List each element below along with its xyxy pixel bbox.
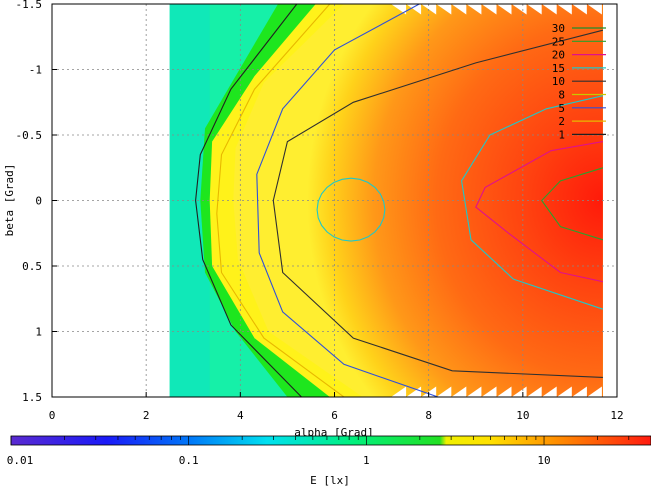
x-axis-ticks: 0 2 4 6 8 10 12 xyxy=(49,392,624,422)
contour-line-5 xyxy=(256,4,439,397)
legend-label: 2 xyxy=(558,115,565,128)
contour-lines xyxy=(195,4,604,397)
colorbar xyxy=(10,435,651,446)
x-tick-label: 0 xyxy=(49,409,56,422)
contour-line-20 xyxy=(475,141,604,283)
x-tick-label: 6 xyxy=(331,409,338,422)
field-edge-notch xyxy=(496,386,512,397)
x-tick-label: 2 xyxy=(143,409,150,422)
contour-line-15 xyxy=(461,95,604,310)
field-edge-notch xyxy=(511,4,527,15)
colorbar-tick-label: 0.01 xyxy=(7,454,34,467)
legend-label: 1 xyxy=(558,128,565,141)
field-edge-notch xyxy=(391,4,407,15)
field-edge-notch xyxy=(421,386,437,397)
field-edge-notch xyxy=(541,4,557,15)
contour-line-25 xyxy=(540,167,604,241)
legend-label: 15 xyxy=(552,62,565,75)
field-edge-notch xyxy=(556,4,572,15)
grid-lines xyxy=(52,4,617,397)
field-edge-notch xyxy=(586,4,602,15)
y-tick-label: -0.5 xyxy=(16,129,43,142)
y-tick-label: 1 xyxy=(35,326,42,339)
y-tick-label: -1 xyxy=(29,64,42,77)
field-edge-notch xyxy=(586,386,602,397)
field-edge-notch xyxy=(526,386,542,397)
colorbar-tick-label: 0.1 xyxy=(179,454,199,467)
field-edge-notch xyxy=(406,386,422,397)
colorbar-ticks: 0.01 0.1 1 10 xyxy=(7,436,651,467)
legend-label: 30 xyxy=(552,22,565,35)
legend-label: 5 xyxy=(558,102,565,115)
colorbar-tick-label: 1 xyxy=(363,454,370,467)
field-edge-notch xyxy=(526,4,542,15)
field-edge-notch xyxy=(481,4,497,15)
y-axis-ticks: -1.5 -1 -0.5 0 0.5 1 1.5 xyxy=(16,0,57,404)
field-edge-notch xyxy=(436,386,452,397)
x-tick-label: 12 xyxy=(610,409,623,422)
field-edge-notch xyxy=(571,386,587,397)
y-tick-label: 0.5 xyxy=(22,260,42,273)
colorbar-label: E [lx] xyxy=(310,474,350,486)
contour-line-10 xyxy=(272,29,604,378)
legend-label: 20 xyxy=(552,49,565,62)
field-edge-notch xyxy=(541,386,557,397)
legend-label: 25 xyxy=(552,35,565,48)
field-edge-notch xyxy=(466,4,482,15)
field-edge-notch xyxy=(451,386,467,397)
field-edge-notch xyxy=(451,4,467,15)
x-tick-label: 4 xyxy=(237,409,244,422)
y-tick-label: 0 xyxy=(35,195,42,208)
contour-loop-15 xyxy=(316,177,386,242)
contour-line-2 xyxy=(216,4,345,397)
field-edge-notch xyxy=(556,386,572,397)
x-tick-label: 8 xyxy=(425,409,432,422)
field-edge-notch xyxy=(466,386,482,397)
y-tick-label: 1.5 xyxy=(22,391,42,404)
field-edge-notch xyxy=(391,386,407,397)
y-tick-label: -1.5 xyxy=(16,0,43,11)
field-edge-notch xyxy=(481,386,497,397)
legend-label: 8 xyxy=(558,89,565,102)
x-tick-label: 10 xyxy=(516,409,529,422)
y-axis-label: beta [Grad] xyxy=(3,164,16,237)
contour-line-1 xyxy=(195,4,302,397)
field-edge-notch xyxy=(406,4,422,15)
legend-label: 10 xyxy=(552,75,565,88)
field-edge-notch xyxy=(496,4,512,15)
field-edge-notch xyxy=(436,4,452,15)
field-edge-notch xyxy=(571,4,587,15)
colorbar-tick-label: 10 xyxy=(537,454,550,467)
